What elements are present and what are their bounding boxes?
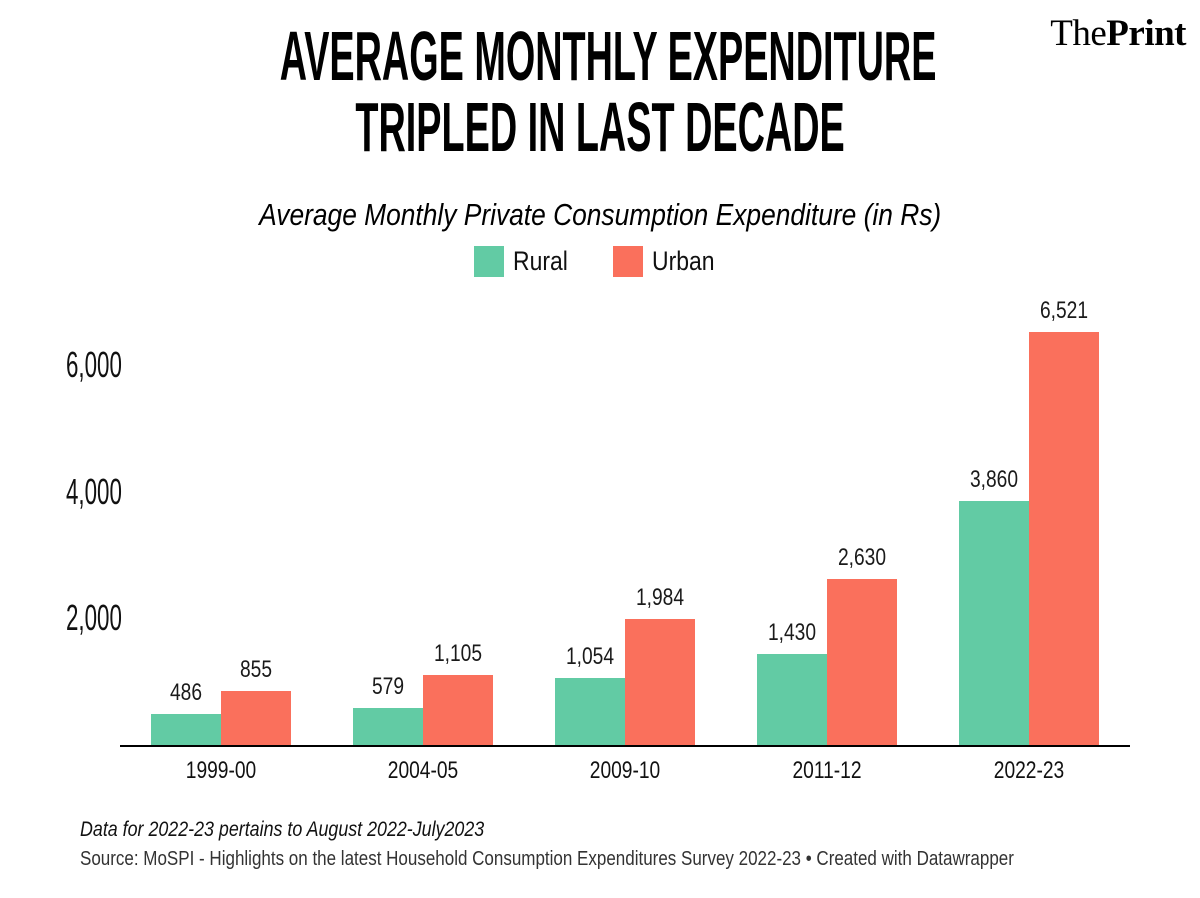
legend-item-rural: Rural (473, 246, 578, 277)
legend-item-urban: Urban (613, 246, 726, 277)
bar-rural-2009-10 (555, 678, 625, 745)
value-label-rural-2009-10: 1,054 (565, 643, 615, 671)
bar-rural-1999-00 (151, 714, 221, 745)
y-tick-label-2000: 2,000 (66, 597, 122, 639)
bar-urban-1999-00 (221, 690, 291, 745)
theprint-logo: ThePrint (1050, 12, 1186, 55)
notes-text: Data for 2022-23 pertains to August 2022… (80, 818, 485, 841)
value-label-rural-2011-12: 1,430 (767, 619, 817, 647)
category-label-2011-12: 2011-12 (792, 757, 862, 784)
value-label-rural-2022-23: 3,860 (969, 465, 1019, 493)
page-title-line1: AVERAGE MONTHLY EXPENDITURE (279, 17, 937, 95)
bar-rural-2011-12 (757, 654, 827, 745)
bar-urban-2009-10 (625, 619, 695, 745)
chart-subtitle-text: Average Monthly Private Consumption Expe… (258, 197, 942, 232)
bar-urban-2011-12 (827, 578, 897, 745)
value-label-rural-2004-05: 579 (371, 673, 405, 701)
bar-rural-2004-05 (353, 708, 423, 745)
value-label-rural-1999-00: 486 (169, 679, 203, 707)
value-label-urban-2009-10: 1,984 (635, 584, 685, 612)
category-label-2009-10: 2009-10 (589, 757, 661, 784)
category-label-2004-05: 2004-05 (387, 757, 459, 784)
source-text: Source: MoSPI - Highlights on the latest… (80, 848, 1014, 870)
bar-urban-2022-23 (1029, 332, 1099, 745)
theprint-logo-suffix: Print (1106, 13, 1186, 54)
category-label-1999-00: 1999-00 (185, 757, 257, 784)
x-axis-line (120, 745, 1130, 747)
value-label-urban-2022-23: 6,521 (1039, 297, 1089, 325)
bar-urban-2004-05 (423, 675, 493, 745)
y-tick-label-6000: 6,000 (66, 344, 122, 386)
bar-rural-2022-23 (959, 500, 1029, 745)
value-label-urban-2011-12: 2,630 (837, 543, 887, 571)
page-title-line2: TRIPLED IN LAST DECADE (355, 88, 845, 166)
legend-swatch-rural (473, 246, 504, 277)
theprint-logo-prefix: The (1050, 13, 1107, 54)
page-title: AVERAGE MONTHLY EXPENDITURE TRIPLED IN L… (0, 21, 1200, 163)
chart-subtitle: Average Monthly Private Consumption Expe… (0, 197, 1200, 233)
y-tick-label-4000: 4,000 (66, 470, 122, 512)
value-label-urban-1999-00: 855 (239, 655, 273, 683)
legend-swatch-urban (613, 246, 644, 277)
category-label-2022-23: 2022-23 (993, 757, 1065, 784)
legend: Rural Urban (0, 246, 1200, 277)
legend-label-urban: Urban (652, 246, 715, 276)
legend-label-rural: Rural (512, 246, 568, 276)
plot-area: 2,000 4,000 6,000 486 855 1999-00 579 1,105 2004… (66, 297, 1130, 784)
value-label-urban-2004-05: 1,105 (433, 640, 483, 668)
